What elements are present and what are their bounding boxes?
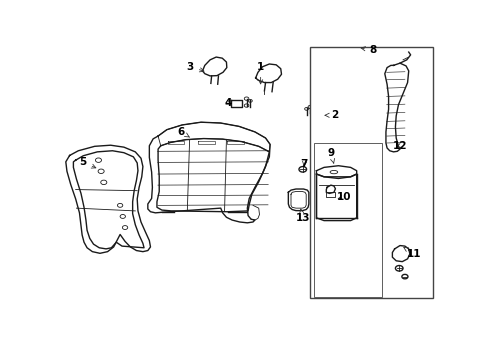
Text: 4: 4 (224, 98, 232, 108)
Text: 13: 13 (295, 209, 310, 223)
Bar (310, 48, 433, 298)
Text: 2: 2 (325, 110, 338, 120)
Ellipse shape (330, 170, 338, 174)
Text: 1: 1 (257, 62, 264, 84)
Text: 12: 12 (393, 141, 407, 151)
Text: 3: 3 (187, 62, 204, 72)
Bar (314, 143, 382, 297)
Text: 10: 10 (337, 192, 351, 202)
Text: 8: 8 (361, 45, 377, 55)
Text: 5: 5 (80, 157, 96, 168)
Text: 9: 9 (327, 148, 335, 163)
Text: 6: 6 (177, 127, 190, 137)
Text: 11: 11 (404, 247, 422, 259)
Text: 7: 7 (300, 159, 308, 169)
